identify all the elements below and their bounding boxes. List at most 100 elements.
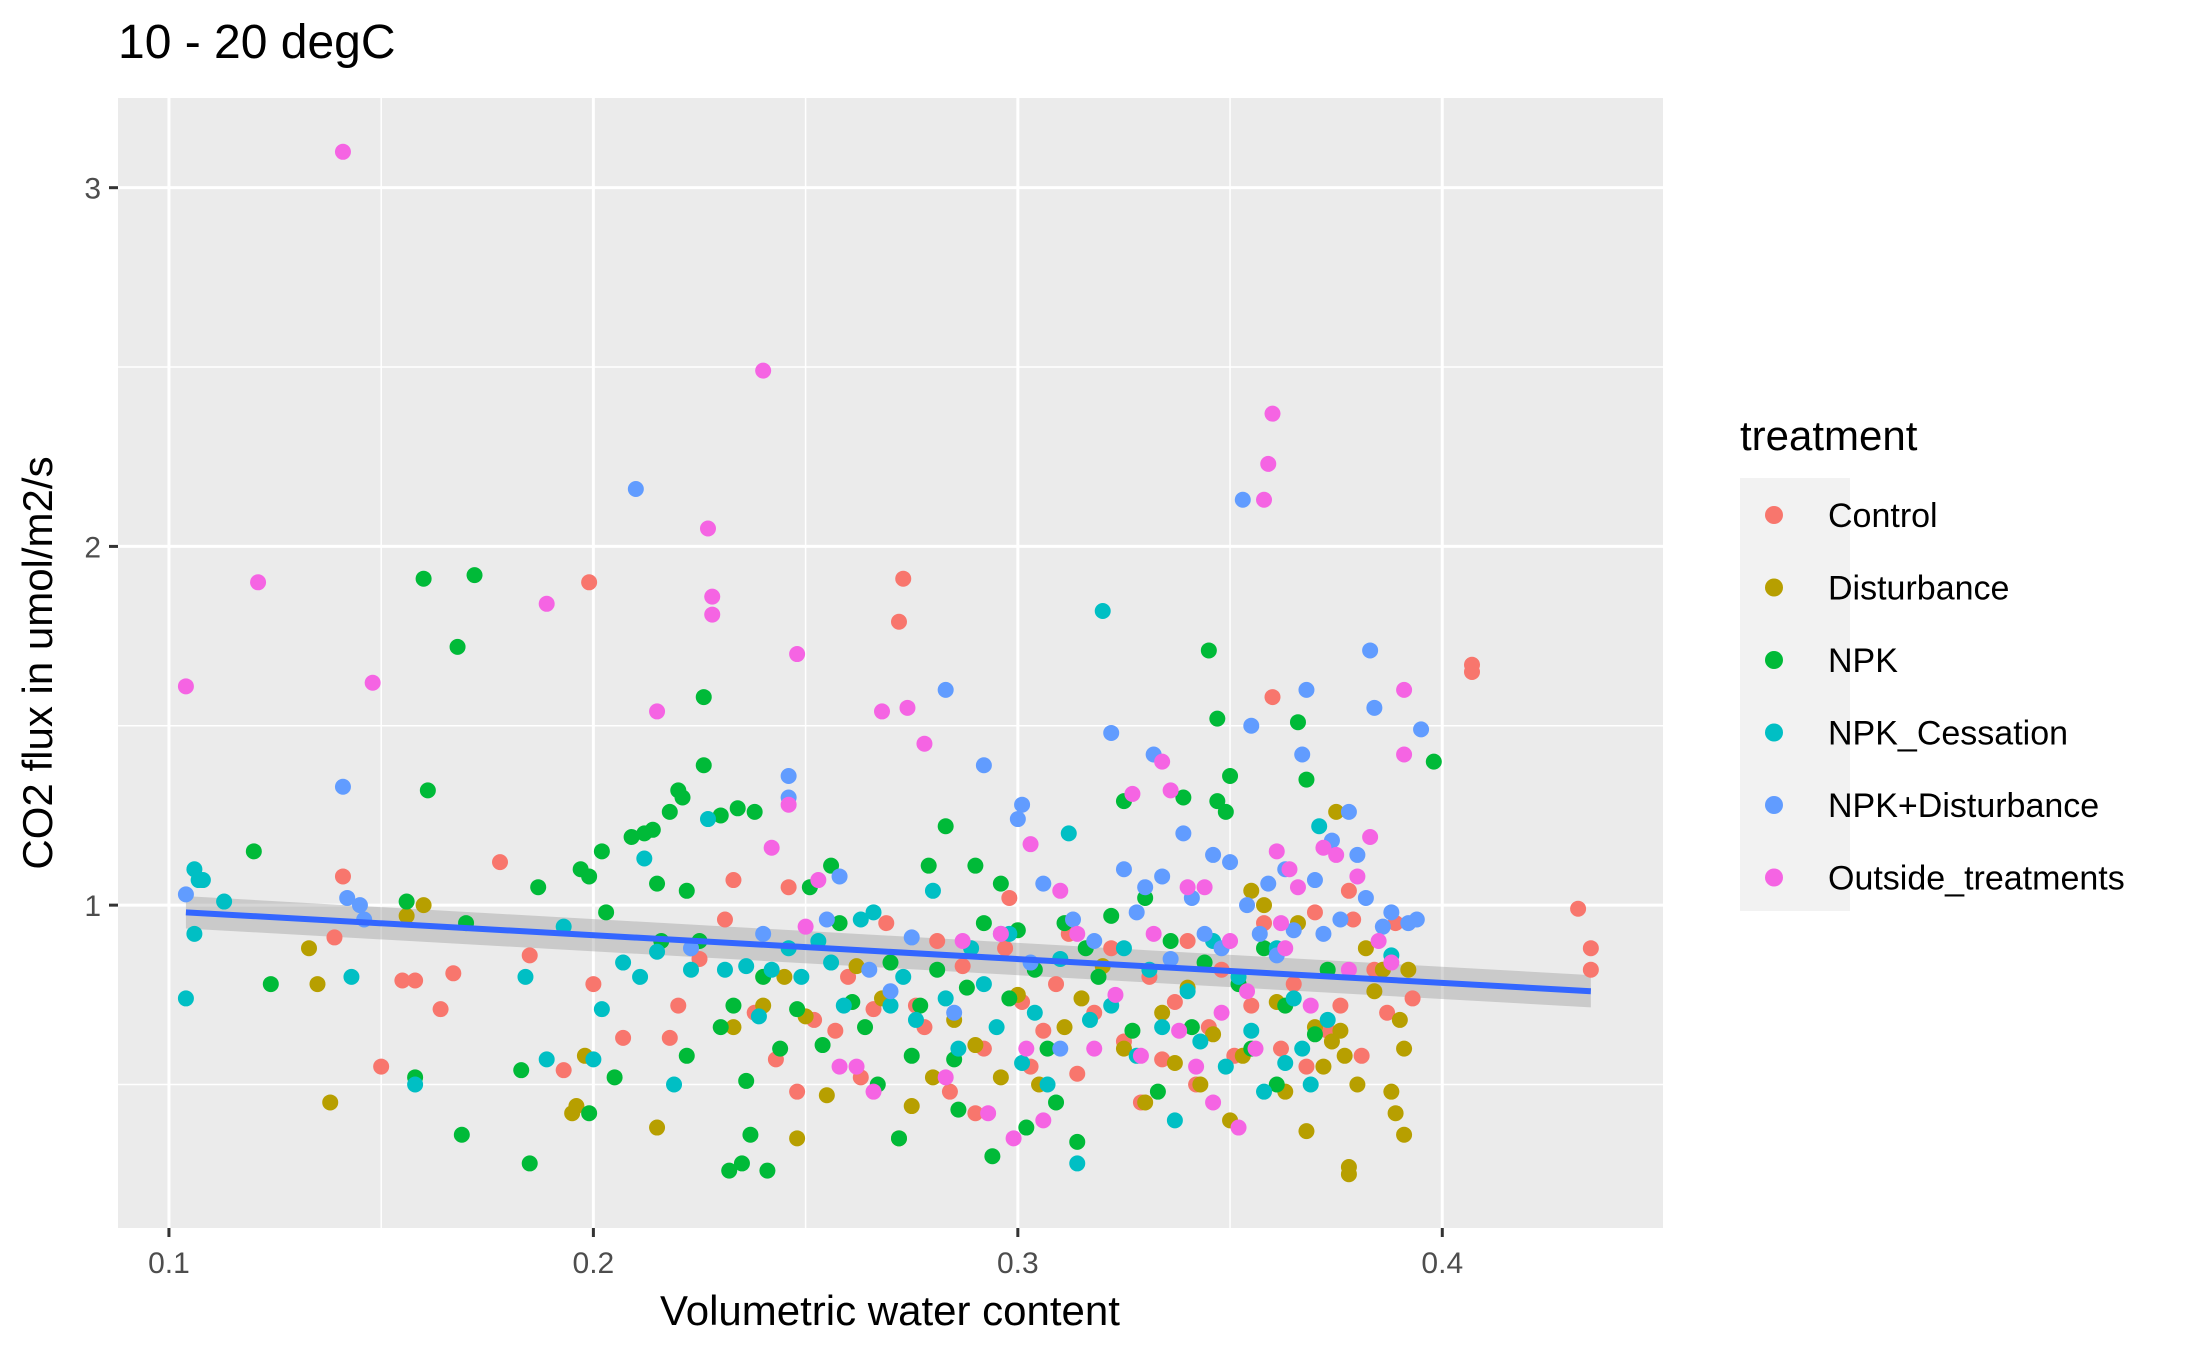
point-control (941, 1083, 958, 1100)
point-npk (1217, 803, 1234, 820)
point-npk-disturbance (1154, 868, 1171, 885)
y-tick-label: 2 (84, 531, 101, 564)
point-control (1379, 1004, 1396, 1021)
point-npk (245, 843, 262, 860)
point-disturbance (415, 897, 432, 914)
point-npk-disturbance (1239, 897, 1256, 914)
point-disturbance (1115, 1040, 1132, 1057)
point-control (1306, 904, 1323, 921)
point-npk-disturbance (975, 757, 992, 774)
point-control (581, 574, 598, 591)
point-control (661, 1029, 678, 1046)
point-npk (415, 570, 432, 587)
point-npk (674, 789, 691, 806)
legend: treatment Control Disturbance NPK NPK_Cessa… (1740, 412, 2125, 911)
point-npk (814, 1037, 831, 1054)
point-npk-cessation (738, 958, 755, 975)
point-control (445, 965, 462, 982)
point-npk (449, 638, 466, 655)
point-npk-cessation (823, 954, 840, 971)
point-npk (742, 1126, 759, 1143)
point-npk (695, 689, 712, 706)
point-disturbance (1192, 1076, 1209, 1093)
point-control (1582, 940, 1599, 957)
legend-item-npk-cessation: NPK_Cessation (1765, 715, 2068, 753)
point-outside-treatments (810, 872, 827, 889)
point-control (492, 854, 509, 871)
point-outside-treatments (538, 595, 555, 612)
legend-item-disturbance: Disturbance (1765, 570, 2009, 608)
point-outside-treatments (1264, 405, 1281, 422)
point-npk-cessation (852, 911, 869, 928)
point-npk-disturbance (1115, 861, 1132, 878)
x-axis-label: Volumetric water content (660, 1287, 1120, 1334)
point-npk-cessation (186, 925, 203, 942)
legend-label: Disturbance (1828, 570, 2009, 608)
point-npk-disturbance (1285, 922, 1302, 939)
point-outside-treatments (874, 703, 891, 720)
point-npk-cessation (1311, 818, 1328, 835)
point-disturbance (649, 1119, 666, 1136)
point-npk-cessation (1115, 940, 1132, 957)
point-npk (1209, 793, 1226, 810)
point-npk-cessation (1319, 1011, 1336, 1028)
point-npk (1018, 1119, 1035, 1136)
point-npk (581, 868, 598, 885)
point-npk (967, 857, 984, 874)
point-outside-treatments (1205, 1094, 1222, 1111)
point-npk (1200, 642, 1217, 659)
point-npk-cessation (1277, 1054, 1294, 1071)
point-npk-cessation (517, 968, 534, 985)
point-outside-treatments (848, 1058, 865, 1075)
point-control (585, 976, 602, 993)
point-disturbance (1357, 940, 1374, 957)
point-outside-treatments (1289, 879, 1306, 896)
point-disturbance (924, 1069, 941, 1086)
point-outside-treatments (1396, 746, 1413, 763)
point-npk-cessation (1166, 1112, 1183, 1129)
point-npk-disturbance (1243, 717, 1260, 734)
point-npk (1222, 768, 1239, 784)
point-npk (857, 1019, 874, 1036)
point-control (1001, 889, 1018, 906)
legend-item-npk-disturbance: NPK+Disturbance (1765, 787, 2099, 825)
point-npk (937, 818, 954, 835)
point-npk (1175, 789, 1192, 806)
chart-title: 10 - 20 degC (118, 16, 396, 69)
point-outside-treatments (364, 674, 381, 691)
point-control (1463, 663, 1480, 680)
point-npk (1306, 1026, 1323, 1043)
y-tick-label: 1 (84, 890, 101, 923)
point-npk-cessation (1217, 1058, 1234, 1075)
point-control (954, 958, 971, 975)
point-npk (623, 828, 640, 845)
legend-label: NPK_Cessation (1828, 715, 2068, 753)
point-disturbance (398, 907, 415, 924)
point-npk-disturbance (627, 481, 644, 498)
point-outside-treatments (1124, 785, 1141, 802)
point-npk (746, 803, 763, 820)
point-npk-disturbance (861, 961, 878, 978)
point-npk (1425, 753, 1442, 770)
point-disturbance (1340, 1166, 1357, 1183)
legend-swatch (1765, 723, 1783, 742)
point-control (840, 968, 857, 985)
point-npk (419, 782, 436, 799)
point-npk (598, 904, 615, 921)
point-npk-cessation (1094, 602, 1111, 619)
point-outside-treatments (937, 1069, 954, 1086)
point-npk (1162, 933, 1179, 950)
point-outside-treatments (334, 143, 351, 160)
point-npk-disturbance (683, 940, 700, 957)
point-npk-cessation (1069, 1155, 1086, 1172)
point-npk (1256, 940, 1273, 957)
point-npk-cessation (636, 850, 653, 867)
point-control (1404, 990, 1421, 1007)
point-outside-treatments (899, 699, 916, 716)
point-disturbance (1154, 1004, 1171, 1021)
point-disturbance (1400, 961, 1417, 978)
point-npk-cessation (615, 954, 632, 971)
point-npk (920, 857, 937, 874)
point-outside-treatments (1362, 828, 1379, 845)
point-npk-disturbance (1362, 642, 1379, 659)
